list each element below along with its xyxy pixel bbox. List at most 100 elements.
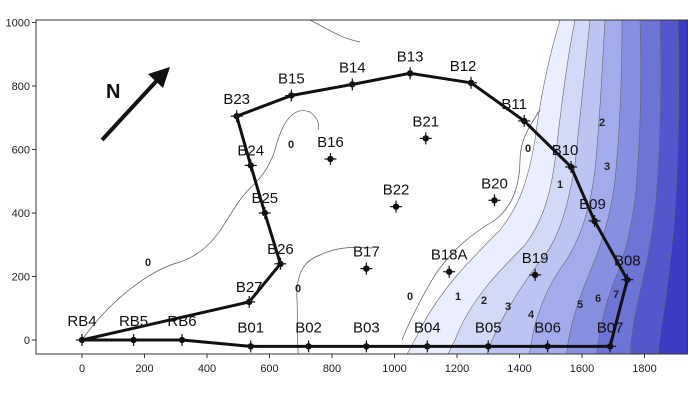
borehole-label: B11 xyxy=(501,96,527,113)
x-tick-label: 1400 xyxy=(507,363,531,375)
borehole-b18a: B18A xyxy=(431,247,468,278)
borehole-label: B19 xyxy=(522,250,549,267)
borehole-label: B22 xyxy=(383,182,410,199)
borehole-b03: B03 xyxy=(353,319,380,353)
borehole-b19: B19 xyxy=(522,250,549,281)
borehole-label: B20 xyxy=(481,175,508,192)
borehole-b01: B01 xyxy=(237,319,264,353)
plot-frame xyxy=(35,19,688,355)
borehole-label: B26 xyxy=(267,241,294,258)
contour-zero-east xyxy=(401,109,541,341)
site-boundary-line xyxy=(81,71,629,348)
contour-line xyxy=(566,20,688,354)
contour-line xyxy=(657,20,688,354)
y-tick-label: 400 xyxy=(12,208,30,220)
borehole-b26: B26 xyxy=(267,241,294,270)
borehole-b13: B13 xyxy=(397,48,423,80)
y-tick-label: 0 xyxy=(24,335,30,347)
contour-value-label: 4 xyxy=(528,309,535,321)
contour-value-label: 5 xyxy=(577,299,583,311)
x-tick-label: 800 xyxy=(323,363,341,375)
borehole-label: B01 xyxy=(237,319,264,336)
contour-lines xyxy=(81,20,541,354)
borehole-rb4: RB4 xyxy=(67,313,97,346)
borehole-b25: B25 xyxy=(251,190,278,219)
north-arrow-icon xyxy=(100,67,170,142)
borehole-b24: B24 xyxy=(237,142,264,172)
borehole-label: RB4 xyxy=(67,313,96,330)
borehole-b11: B11 xyxy=(501,96,531,127)
borehole-label: RB5 xyxy=(119,313,148,330)
contour-zero-west xyxy=(81,110,320,341)
borehole-label: B27 xyxy=(236,279,263,296)
contour-line xyxy=(447,20,688,354)
borehole-b23: B23 xyxy=(223,91,250,123)
contour-zero-mid xyxy=(296,246,373,354)
borehole-b16: B16 xyxy=(317,134,344,166)
borehole-label: B04 xyxy=(414,319,441,336)
borehole-b15: B15 xyxy=(278,71,305,102)
contour-value-label: 3 xyxy=(604,161,610,173)
borehole-b17: B17 xyxy=(353,244,380,275)
borehole-markers: RB4 RB5 RB6 B01 B02 B03 B04 B05 B06 B07 B08 B09 B10 B… xyxy=(67,48,641,353)
x-tick-label: 1600 xyxy=(570,363,594,375)
borehole-label: B06 xyxy=(534,319,561,336)
y-tick-label: 600 xyxy=(12,145,30,157)
borehole-label: B16 xyxy=(317,134,344,151)
borehole-label: B14 xyxy=(339,59,366,76)
borehole-label: B08 xyxy=(614,253,641,270)
borehole-b07: B07 xyxy=(597,319,624,353)
x-tick-label: 200 xyxy=(135,363,153,375)
contour-line xyxy=(528,20,688,354)
north-label: N xyxy=(106,81,120,103)
borehole-label: B10 xyxy=(552,142,579,159)
x-tick-label: 1200 xyxy=(445,363,469,375)
y-tick-label: 1000 xyxy=(6,18,30,30)
x-tick-label: 1000 xyxy=(382,363,406,375)
borehole-label: B17 xyxy=(353,244,380,261)
x-tick-label: 600 xyxy=(260,363,278,375)
y-axis: 0 200 400 600 800 1000 xyxy=(6,18,36,347)
contour-value-label: 2 xyxy=(481,295,487,307)
borehole-label: B15 xyxy=(278,71,305,88)
contour-line xyxy=(629,20,688,354)
borehole-label: B18A xyxy=(431,247,468,264)
contour-value-label: 0 xyxy=(295,283,301,295)
contour-value-label: 1 xyxy=(455,291,461,303)
contour-line xyxy=(596,20,688,354)
y-tick-label: 800 xyxy=(12,81,30,93)
borehole-b02: B02 xyxy=(295,319,322,353)
borehole-label: B02 xyxy=(295,319,322,336)
borehole-b27: B27 xyxy=(236,279,263,308)
x-tick-label: 1800 xyxy=(632,363,656,375)
borehole-label: RB6 xyxy=(167,313,196,330)
borehole-b08: B08 xyxy=(614,253,641,286)
y-tick-label: 200 xyxy=(12,272,30,284)
borehole-label: B05 xyxy=(475,319,502,336)
borehole-label: B21 xyxy=(412,113,439,130)
borehole-b21: B21 xyxy=(412,113,439,145)
contour-value-label: 0 xyxy=(288,139,294,151)
x-tick-label: 400 xyxy=(198,363,216,375)
borehole-b06: B06 xyxy=(534,319,561,353)
borehole-b05: B05 xyxy=(475,319,502,353)
borehole-label: B03 xyxy=(353,319,380,336)
contour-value-label: 0 xyxy=(145,257,151,269)
contour-value-label: 0 xyxy=(407,291,413,303)
borehole-b12: B12 xyxy=(450,58,478,89)
contour-value-label: 6 xyxy=(595,293,601,305)
contour-fill-bands xyxy=(406,20,688,354)
borehole-label: B07 xyxy=(597,319,624,336)
borehole-b04: B04 xyxy=(414,319,441,353)
contour-value-label: 1 xyxy=(557,179,563,191)
borehole-b09: B09 xyxy=(579,196,606,227)
borehole-label: B12 xyxy=(450,58,477,75)
contour-value-label: 3 xyxy=(505,301,511,313)
contour-line xyxy=(486,20,688,354)
borehole-b14: B14 xyxy=(339,59,366,91)
contour-value-label: 2 xyxy=(599,117,605,129)
borehole-b10: B10 xyxy=(552,142,579,173)
x-axis: 0 200 400 600 800 1000 1200 1400 1600 1800 xyxy=(79,354,657,375)
contour-value-labels: 0 0 0 0 0 1 2 3 4 5 6 7 1 2 3 xyxy=(145,117,619,321)
